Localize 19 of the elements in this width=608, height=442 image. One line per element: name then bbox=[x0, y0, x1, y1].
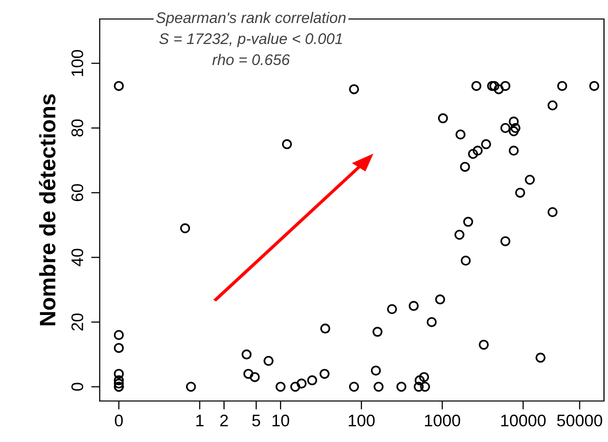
y-tick-label: 20 bbox=[71, 313, 84, 331]
x-tick-label: 50000 bbox=[557, 414, 602, 426]
y-tick-label: 80 bbox=[71, 119, 84, 137]
x-tick-label: 1 bbox=[196, 414, 204, 426]
x-tick-label: 5 bbox=[252, 414, 260, 426]
annotation: S = 17232, p-value < 0.001 bbox=[159, 32, 342, 48]
annotation: Spearman's rank correlation bbox=[156, 12, 346, 26]
x-tick-label: 100 bbox=[348, 414, 375, 426]
x-tick-label: 2 bbox=[220, 414, 228, 426]
y-tick-label: 100 bbox=[71, 50, 84, 76]
x-tick-label: 1000 bbox=[425, 414, 460, 426]
y-tick-label: 40 bbox=[71, 248, 84, 266]
y-axis-title: Nombre de détections bbox=[38, 94, 56, 326]
annotation: rho = 0.656 bbox=[212, 54, 290, 66]
y-tick-label: 60 bbox=[71, 184, 84, 202]
y-tick-label: 0 bbox=[71, 382, 84, 391]
x-tick-label: 10 bbox=[272, 414, 290, 426]
x-tick-label: 10000 bbox=[501, 414, 546, 426]
x-tick-label: 0 bbox=[114, 414, 123, 426]
